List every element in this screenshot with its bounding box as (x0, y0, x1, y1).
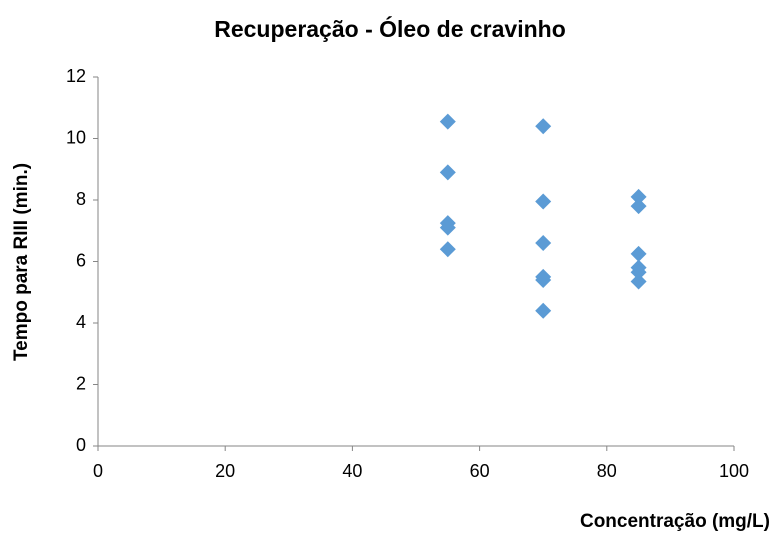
marker (535, 118, 552, 135)
marker (535, 193, 552, 210)
marker (535, 302, 552, 319)
marker (535, 235, 552, 252)
marker (439, 164, 456, 181)
x-tick-label: 0 (93, 461, 103, 481)
x-tick-label: 100 (719, 461, 749, 481)
marker (439, 219, 456, 236)
x-tick-label: 20 (215, 461, 235, 481)
marker (439, 241, 456, 258)
y-tick-label: 10 (66, 127, 86, 147)
marker (535, 271, 552, 288)
y-axis-label: Tempo para RIII (min.) (11, 163, 32, 361)
y-tick-label: 0 (76, 435, 86, 455)
marker (630, 273, 647, 290)
x-axis-label: Concentração (mg/L) (580, 511, 770, 532)
chart-title: Recuperação - Óleo de cravinho (214, 15, 566, 42)
marker (439, 113, 456, 130)
x-tick-label: 40 (342, 461, 362, 481)
y-tick-label: 2 (76, 373, 86, 393)
x-tick-label: 80 (597, 461, 617, 481)
marker (630, 264, 647, 281)
marker (630, 198, 647, 215)
y-tick-label: 6 (76, 250, 86, 270)
marker (630, 188, 647, 205)
y-tick-label: 8 (76, 189, 86, 209)
marker (630, 245, 647, 262)
y-tick-label: 4 (76, 312, 86, 332)
x-tick-label: 60 (470, 461, 490, 481)
y-tick-label: 12 (66, 66, 86, 86)
